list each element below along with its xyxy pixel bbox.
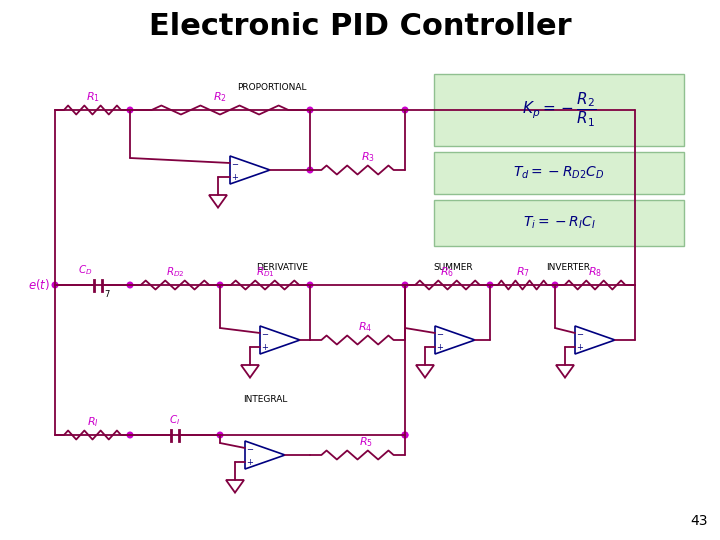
Text: $R_3$: $R_3$ <box>361 150 374 164</box>
Text: $R_{D1}$: $R_{D1}$ <box>256 265 274 279</box>
Circle shape <box>307 282 312 288</box>
Text: $+$: $+$ <box>261 342 269 352</box>
Circle shape <box>307 107 312 113</box>
Text: $-$: $-$ <box>246 443 254 453</box>
Circle shape <box>217 432 222 438</box>
Text: $+$: $+$ <box>231 172 239 182</box>
Text: $T_d = -R_{D2}C_D$: $T_d = -R_{D2}C_D$ <box>513 165 605 181</box>
Text: DERIVATIVE: DERIVATIVE <box>256 264 308 273</box>
Text: $R_2$: $R_2$ <box>213 90 227 104</box>
Circle shape <box>402 282 408 288</box>
Text: $-$: $-$ <box>436 328 444 338</box>
Text: $R_I$: $R_I$ <box>86 415 99 429</box>
FancyBboxPatch shape <box>434 74 684 146</box>
Text: $R_8$: $R_8$ <box>588 265 602 279</box>
Circle shape <box>402 432 408 438</box>
Text: $R_1$: $R_1$ <box>86 90 99 104</box>
Text: $K_p = -\dfrac{R_2}{R_1}$: $K_p = -\dfrac{R_2}{R_1}$ <box>522 91 596 129</box>
Circle shape <box>127 282 132 288</box>
Circle shape <box>552 282 558 288</box>
Text: $+$: $+$ <box>246 457 254 467</box>
Text: $R_5$: $R_5$ <box>359 435 372 449</box>
Text: $R_{D2}$: $R_{D2}$ <box>166 265 184 279</box>
Text: SUMMER: SUMMER <box>433 264 473 273</box>
Circle shape <box>402 432 408 438</box>
Text: $C_I$: $C_I$ <box>169 413 181 427</box>
FancyBboxPatch shape <box>434 200 684 246</box>
Text: $+$: $+$ <box>576 342 584 352</box>
Circle shape <box>487 282 492 288</box>
Text: $R_7$: $R_7$ <box>516 265 529 279</box>
Text: $C_D$: $C_D$ <box>78 263 93 277</box>
Circle shape <box>127 107 132 113</box>
Text: $-$: $-$ <box>261 328 269 338</box>
Text: $+$: $+$ <box>436 342 444 352</box>
Circle shape <box>53 282 58 288</box>
Text: $R_6$: $R_6$ <box>441 265 454 279</box>
Text: PROPORTIONAL: PROPORTIONAL <box>238 83 307 91</box>
Text: $-$: $-$ <box>231 159 239 167</box>
Text: $e(t)$: $e(t)$ <box>28 278 50 293</box>
Text: INTEGRAL: INTEGRAL <box>243 395 287 404</box>
Circle shape <box>127 432 132 438</box>
Text: $T_i = -R_I C_I$: $T_i = -R_I C_I$ <box>523 215 595 231</box>
Text: INVERTER: INVERTER <box>546 264 590 273</box>
FancyBboxPatch shape <box>434 152 684 194</box>
Text: Electronic PID Controller: Electronic PID Controller <box>149 12 571 41</box>
Text: 7: 7 <box>104 290 110 299</box>
Text: $R_4$: $R_4$ <box>359 320 373 334</box>
Text: $-$: $-$ <box>576 328 584 338</box>
Text: 43: 43 <box>690 514 708 528</box>
Circle shape <box>402 107 408 113</box>
Circle shape <box>307 167 312 173</box>
Circle shape <box>217 282 222 288</box>
